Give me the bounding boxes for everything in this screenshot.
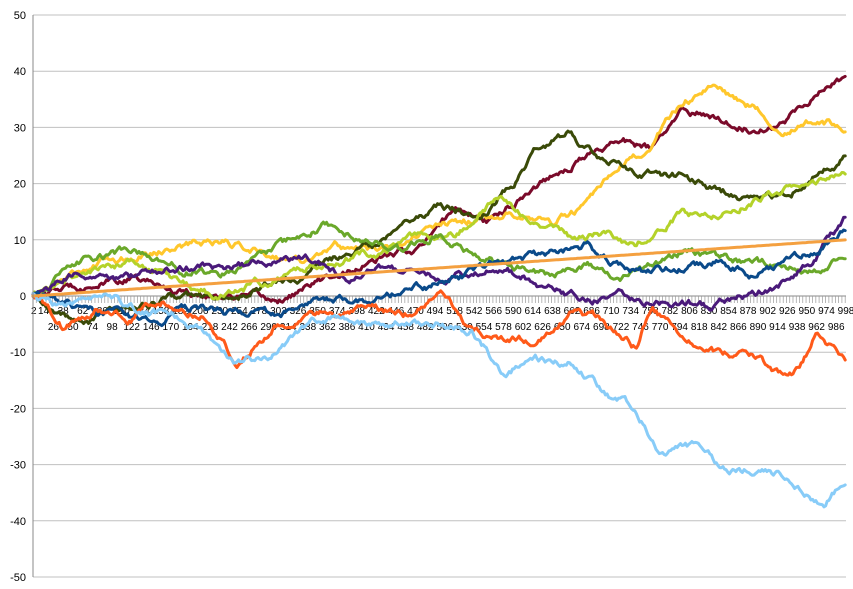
x-tick-label: 278	[251, 306, 268, 317]
x-tick-label: 338	[299, 322, 316, 333]
x-tick-label: 938	[789, 322, 806, 333]
x-tick-label: 722	[613, 322, 630, 333]
series-line	[31, 83, 847, 298]
y-tick-label: 50	[14, 10, 26, 22]
x-tick-label: 326	[290, 306, 307, 317]
x-tick-label: 614	[525, 306, 542, 317]
x-tick-label: 950	[799, 306, 816, 317]
series-line	[31, 129, 847, 325]
x-tick-label: 386	[339, 322, 356, 333]
x-tick-label: 962	[808, 322, 825, 333]
x-tick-label: 38	[58, 306, 70, 317]
x-tick-label: 302	[270, 306, 287, 317]
x-tick-label: 890	[750, 322, 767, 333]
series-line	[31, 220, 847, 297]
x-tick-label: 806	[681, 306, 698, 317]
x-tick-label: 62	[77, 306, 89, 317]
x-tick-label: 674	[573, 322, 590, 333]
x-tick-label: 878	[740, 306, 757, 317]
series-line	[31, 215, 847, 312]
x-tick-label: 266	[241, 322, 258, 333]
x-tick-label: 26	[48, 322, 60, 333]
x-tick-label: 206	[192, 306, 209, 317]
series-lines	[31, 74, 847, 509]
x-tick-label: 602	[515, 322, 532, 333]
x-tick-label: 830	[701, 306, 718, 317]
y-tick-label: -10	[10, 347, 26, 359]
y-tick-label: 20	[14, 179, 26, 191]
x-tick-label: 146	[143, 322, 160, 333]
x-tick-label: 398	[348, 306, 365, 317]
series-line	[31, 289, 847, 377]
x-tick-label: 482	[417, 322, 434, 333]
x-tick-label: 50	[67, 322, 79, 333]
x-tick-label: 554	[476, 322, 493, 333]
x-tick-label: 2	[31, 306, 37, 317]
x-tick-label: 782	[662, 306, 679, 317]
x-tick-label: 794	[671, 322, 688, 333]
x-tick-label: 650	[554, 322, 571, 333]
x-tick-label: 626	[534, 322, 551, 333]
x-tick-label: 842	[710, 322, 727, 333]
y-tick-label: 40	[14, 66, 26, 78]
x-tick-label: 230	[211, 306, 228, 317]
y-axis-tick-labels: -50 -40 -30 -20 -10 0 10 20 30 40 50	[10, 10, 26, 584]
x-tick-label: 998	[838, 306, 853, 317]
x-tick-label: 518	[446, 306, 463, 317]
y-tick-label: -50	[10, 572, 26, 584]
x-tick-label: 542	[466, 306, 483, 317]
x-tick-label: 566	[485, 306, 502, 317]
x-tick-label: 926	[779, 306, 796, 317]
x-tick-label: 974	[818, 306, 835, 317]
x-tick-label: 986	[828, 322, 845, 333]
x-tick-label: 242	[221, 322, 238, 333]
x-tick-label: 14	[38, 306, 50, 317]
y-tick-label: 10	[14, 235, 26, 247]
y-tick-label: 30	[14, 122, 26, 134]
x-tick-label: 158	[153, 306, 170, 317]
x-tick-label: 170	[162, 322, 179, 333]
y-tick-label: -30	[10, 460, 26, 472]
y-tick-label: 0	[20, 291, 26, 303]
x-tick-label: 410	[358, 322, 375, 333]
series-line	[31, 228, 847, 328]
x-tick-label: 530	[456, 322, 473, 333]
x-tick-label: 74	[87, 322, 99, 333]
x-tick-label: 290	[260, 322, 277, 333]
series-line	[31, 291, 847, 509]
x-tick-label: 422	[368, 306, 385, 317]
y-tick-label: -20	[10, 403, 26, 415]
x-tick-label: 902	[759, 306, 776, 317]
x-tick-label: 746	[632, 322, 649, 333]
series-line	[31, 238, 847, 298]
x-tick-label: 710	[603, 306, 620, 317]
x-tick-label: 458	[397, 322, 414, 333]
x-tick-label: 734	[622, 306, 639, 317]
x-tick-label: 590	[505, 306, 522, 317]
x-tick-label: 866	[730, 322, 747, 333]
x-tick-label: 638	[544, 306, 561, 317]
x-tick-label: 854	[720, 306, 737, 317]
x-tick-label: 770	[652, 322, 669, 333]
x-tick-label: 698	[593, 322, 610, 333]
x-tick-label: 818	[691, 322, 708, 333]
x-tick-label: 362	[319, 322, 336, 333]
x-tick-label: 578	[495, 322, 512, 333]
x-tick-label: 494	[427, 306, 444, 317]
x-tick-label: 98	[107, 322, 119, 333]
x-tick-label: 374	[329, 306, 346, 317]
x-tick-label: 914	[769, 322, 786, 333]
x-tick-label: 122	[123, 322, 140, 333]
y-tick-label: -40	[10, 516, 26, 528]
